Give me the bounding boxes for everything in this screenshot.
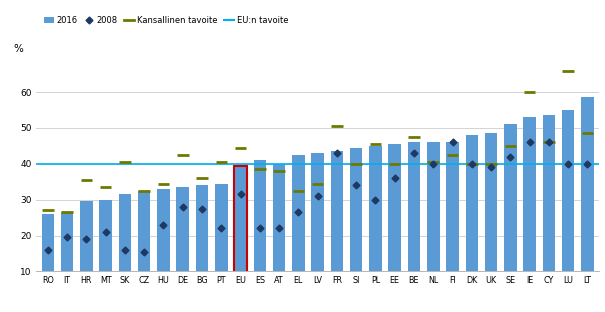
Bar bbox=[80, 202, 93, 307]
Bar bbox=[61, 212, 73, 307]
Bar bbox=[504, 124, 517, 307]
Bar bbox=[273, 164, 286, 307]
Bar bbox=[446, 142, 459, 307]
Bar bbox=[388, 144, 401, 307]
Legend: 2016, 2008, Kansallinen tavoite, EU:n tavoite: 2016, 2008, Kansallinen tavoite, EU:n ta… bbox=[41, 13, 292, 29]
Bar bbox=[312, 153, 324, 307]
Bar bbox=[157, 189, 170, 307]
Bar bbox=[523, 117, 536, 307]
Bar bbox=[253, 160, 266, 307]
Y-axis label: %: % bbox=[13, 44, 24, 54]
Bar bbox=[99, 200, 112, 307]
Bar bbox=[215, 183, 227, 307]
Bar bbox=[330, 151, 343, 307]
Bar bbox=[369, 146, 382, 307]
Bar bbox=[543, 115, 555, 307]
Bar bbox=[42, 214, 54, 307]
Bar bbox=[562, 110, 574, 307]
Bar bbox=[485, 133, 497, 307]
Bar bbox=[408, 142, 420, 307]
Bar bbox=[427, 142, 439, 307]
Bar bbox=[465, 135, 478, 307]
Bar bbox=[350, 148, 362, 307]
Bar bbox=[138, 191, 151, 307]
Bar bbox=[177, 187, 189, 307]
Bar bbox=[581, 97, 594, 307]
Bar bbox=[292, 155, 305, 307]
Bar bbox=[234, 166, 247, 307]
Bar bbox=[119, 194, 131, 307]
Bar bbox=[196, 185, 208, 307]
